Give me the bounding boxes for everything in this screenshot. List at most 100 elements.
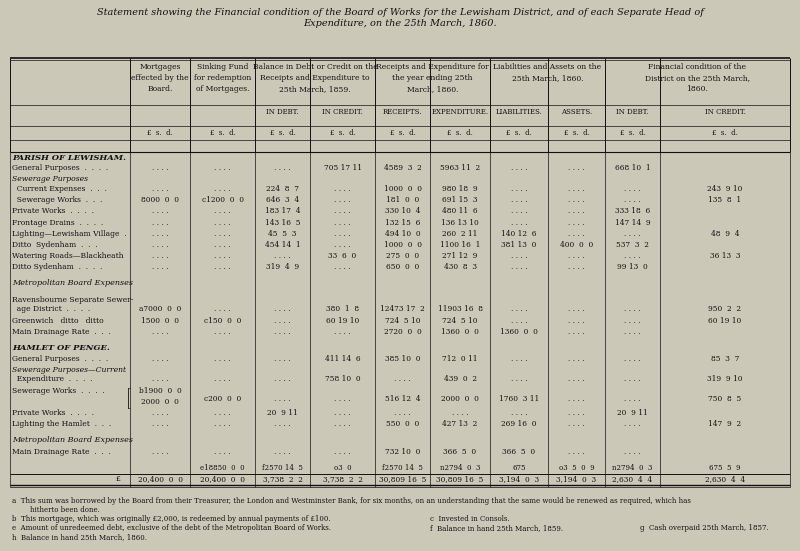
Text: . . . .: . . . . — [152, 409, 168, 417]
Text: Sinking Fund: Sinking Fund — [197, 63, 248, 71]
Text: 1360  0  0: 1360 0 0 — [441, 328, 479, 336]
Text: 260  2 11: 260 2 11 — [442, 230, 478, 237]
Text: 494 10  0: 494 10 0 — [385, 230, 420, 237]
Text: 333 18  6: 333 18 6 — [615, 207, 650, 215]
Text: Watering Roads—Blackheath: Watering Roads—Blackheath — [12, 252, 124, 260]
Text: . . . .: . . . . — [334, 448, 351, 456]
Text: IN DEBT.: IN DEBT. — [266, 108, 299, 116]
Text: Balance in Debt or Credit on the: Balance in Debt or Credit on the — [253, 63, 378, 71]
Text: 5963 11  2: 5963 11 2 — [440, 164, 480, 172]
Text: 147 14  9: 147 14 9 — [614, 219, 650, 226]
Text: . . . .: . . . . — [214, 207, 231, 215]
Text: Receipts and Expenditure to: Receipts and Expenditure to — [260, 74, 370, 82]
Text: . . . .: . . . . — [510, 196, 527, 204]
Text: 20  9 11: 20 9 11 — [617, 409, 648, 417]
Text: Current Expenses  .  .  .: Current Expenses . . . — [12, 185, 107, 193]
Text: . . . .: . . . . — [510, 219, 527, 226]
Text: HAMLET OF PENGE.: HAMLET OF PENGE. — [12, 344, 110, 353]
Text: . . . .: . . . . — [510, 185, 527, 193]
Text: 20  9 11: 20 9 11 — [267, 409, 298, 417]
Text: 243  9 10: 243 9 10 — [707, 185, 742, 193]
Text: Ditto Sydenham  .  .  .  .: Ditto Sydenham . . . . — [12, 263, 102, 271]
Text: General Purposes  .  .  .  .: General Purposes . . . . — [12, 355, 108, 363]
Text: 4589  3  2: 4589 3 2 — [384, 164, 422, 172]
Text: . . . .: . . . . — [214, 420, 231, 428]
Text: . . . .: . . . . — [214, 241, 231, 249]
Text: . . . .: . . . . — [274, 164, 291, 172]
Text: . . . .: . . . . — [510, 252, 527, 260]
Text: . . . .: . . . . — [274, 395, 291, 403]
Text: . . . .: . . . . — [274, 305, 291, 314]
Text: effected by the: effected by the — [131, 74, 189, 82]
Text: . . . .: . . . . — [624, 316, 641, 325]
Text: 454 14  1: 454 14 1 — [265, 241, 300, 249]
Text: 224  8  7: 224 8 7 — [266, 185, 299, 193]
Text: . . . .: . . . . — [568, 395, 585, 403]
Text: 319  9 10: 319 9 10 — [707, 375, 742, 383]
Text: 550  0  0: 550 0 0 — [386, 420, 419, 428]
Text: . . . .: . . . . — [334, 420, 351, 428]
Text: . . . .: . . . . — [568, 230, 585, 237]
Text: . . . .: . . . . — [624, 305, 641, 314]
Text: . . . .: . . . . — [568, 263, 585, 271]
Text: Liabilities and Assets on the: Liabilities and Assets on the — [494, 63, 602, 71]
Text: . . . .: . . . . — [568, 448, 585, 456]
Text: 36 13  3: 36 13 3 — [710, 252, 740, 260]
Text: c  Invested in Consols.: c Invested in Consols. — [430, 515, 510, 523]
Text: c1200  0  0: c1200 0 0 — [202, 196, 243, 204]
Text: 330 10  4: 330 10 4 — [385, 207, 420, 215]
Text: 20,400  0  0: 20,400 0 0 — [200, 475, 245, 483]
Text: Main Drainage Rate  .  .  .: Main Drainage Rate . . . — [12, 448, 111, 456]
Text: . . . .: . . . . — [274, 316, 291, 325]
Text: a7000  0  0: a7000 0 0 — [139, 305, 181, 314]
Text: . . . .: . . . . — [624, 448, 641, 456]
Text: . . . .: . . . . — [624, 420, 641, 428]
Text: of Mortgages.: of Mortgages. — [196, 85, 250, 93]
Text: 12473 17  2: 12473 17 2 — [380, 305, 425, 314]
Text: . . . .: . . . . — [214, 164, 231, 172]
Text: £  s.  d.: £ s. d. — [619, 129, 646, 137]
Text: . . . .: . . . . — [334, 185, 351, 193]
Text: 2,630  4  4: 2,630 4 4 — [705, 475, 745, 483]
Text: . . . .: . . . . — [510, 263, 527, 271]
Text: 366  5  0: 366 5 0 — [502, 448, 535, 456]
Text: age District  .  .  .  .: age District . . . . — [12, 305, 90, 314]
Text: . . . .: . . . . — [214, 185, 231, 193]
Text: 11903 16  8: 11903 16 8 — [438, 305, 482, 314]
Text: PARISH OF LEWISHAM.: PARISH OF LEWISHAM. — [12, 154, 126, 162]
Text: 132 15  6: 132 15 6 — [385, 219, 420, 226]
Text: hitherto been done.: hitherto been done. — [30, 506, 100, 514]
Text: 25th March, 1860.: 25th March, 1860. — [512, 74, 583, 82]
Text: 1760  3 11: 1760 3 11 — [499, 395, 539, 403]
Text: . . . .: . . . . — [274, 252, 291, 260]
Text: c150  0  0: c150 0 0 — [204, 316, 241, 325]
Text: the year ending 25th: the year ending 25th — [392, 74, 473, 82]
Text: f  Balance in hand 25th March, 1859.: f Balance in hand 25th March, 1859. — [430, 524, 563, 532]
Text: . . . .: . . . . — [214, 305, 231, 314]
Text: . . . .: . . . . — [452, 409, 468, 417]
Text: e18850  0  0: e18850 0 0 — [200, 464, 245, 472]
Text: 85  3  7: 85 3 7 — [711, 355, 739, 363]
Text: 950  2  2: 950 2 2 — [709, 305, 742, 314]
Text: EXPENDITURE.: EXPENDITURE. — [431, 108, 489, 116]
Text: . . . .: . . . . — [214, 355, 231, 363]
Text: f2570 14  5: f2570 14 5 — [382, 464, 423, 472]
Text: 705 17 11: 705 17 11 — [323, 164, 362, 172]
Text: . . . .: . . . . — [624, 252, 641, 260]
Text: Expenditure  .  .  .  .: Expenditure . . . . — [12, 375, 93, 383]
Text: . . . .: . . . . — [274, 420, 291, 428]
Text: Lighting—Lewisham Village  .: Lighting—Lewisham Village . — [12, 230, 126, 237]
Text: 3,738  2  2: 3,738 2 2 — [262, 475, 302, 483]
Text: . . . .: . . . . — [568, 355, 585, 363]
Text: n2794  0  3: n2794 0 3 — [440, 464, 480, 472]
Text: 366  5  0: 366 5 0 — [443, 448, 477, 456]
Text: IN CREDIT.: IN CREDIT. — [322, 108, 363, 116]
Text: 275  0  0: 275 0 0 — [386, 252, 419, 260]
Text: 271 12  9: 271 12 9 — [442, 252, 478, 260]
Text: 675  5  9: 675 5 9 — [710, 464, 741, 472]
Text: £  s.  d.: £ s. d. — [270, 129, 295, 137]
Text: £  s.  d.: £ s. d. — [712, 129, 738, 137]
Text: g  Cash overpaid 25th March, 1857.: g Cash overpaid 25th March, 1857. — [640, 524, 769, 532]
Text: . . . .: . . . . — [152, 328, 168, 336]
Text: 2000  0  0: 2000 0 0 — [141, 398, 179, 406]
